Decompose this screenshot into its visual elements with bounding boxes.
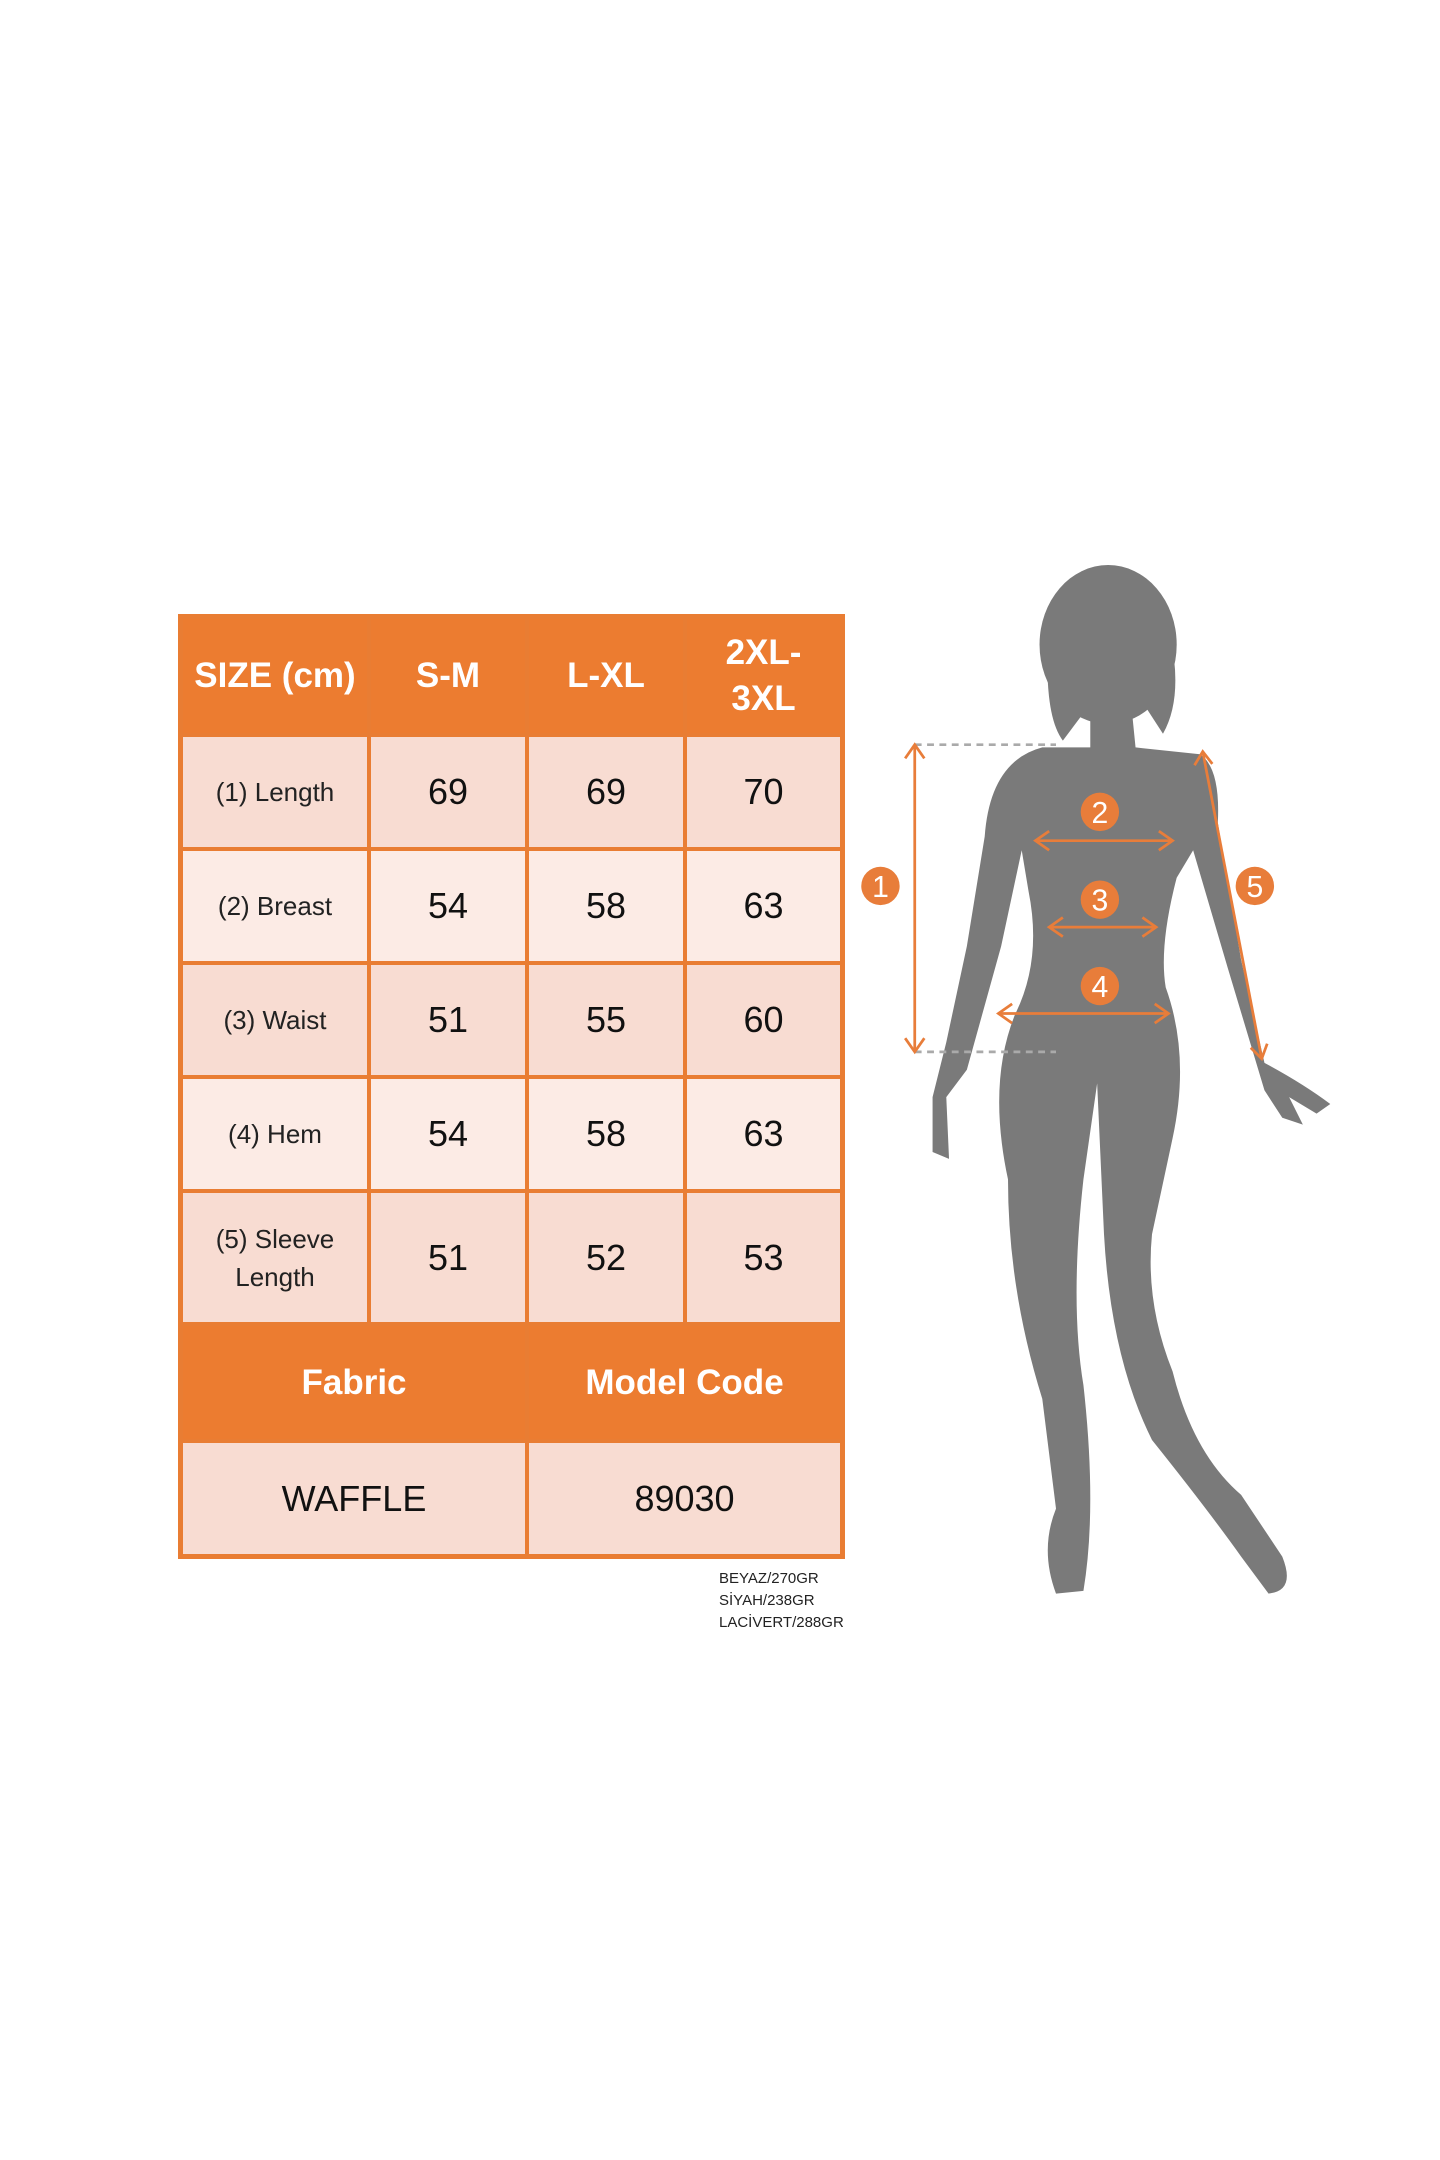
fabric-header: Fabric bbox=[181, 1324, 527, 1441]
row-label: (1) Length bbox=[181, 735, 369, 849]
cell-value: 69 bbox=[527, 735, 685, 849]
marker-4: 4 bbox=[1080, 966, 1120, 1006]
size-chart-table: SIZE (cm) S-M L-XL 2XL-3XL (1) Length 69… bbox=[178, 614, 845, 1559]
header-s-m: S-M bbox=[369, 617, 527, 735]
table-row: (3) Waist 51 55 60 bbox=[181, 963, 842, 1077]
marker-3: 3 bbox=[1080, 880, 1120, 919]
marker-1: 1 bbox=[861, 866, 900, 906]
fabric-value: WAFFLE bbox=[181, 1441, 527, 1556]
marker-label: 4 bbox=[1091, 971, 1108, 1004]
cell-value: 69 bbox=[369, 735, 527, 849]
header-size: SIZE (cm) bbox=[181, 617, 369, 735]
note-line: LACİVERT/288GR bbox=[719, 1614, 844, 1631]
table-row: (1) Length 69 69 70 bbox=[181, 735, 842, 849]
cell-value: 58 bbox=[527, 1077, 685, 1191]
marker-5: 5 bbox=[1235, 866, 1275, 906]
cell-value: 54 bbox=[369, 849, 527, 963]
female-silhouette-icon bbox=[932, 565, 1331, 1594]
cell-value: 54 bbox=[369, 1077, 527, 1191]
cell-value: 60 bbox=[685, 963, 842, 1077]
model-code-header: Model Code bbox=[527, 1324, 842, 1441]
header-2xl-3xl: 2XL-3XL bbox=[685, 617, 842, 735]
row-label: (5) Sleeve Length bbox=[181, 1191, 369, 1324]
marker-2: 2 bbox=[1080, 792, 1120, 832]
marker-label: 1 bbox=[872, 871, 889, 904]
marker-label: 5 bbox=[1246, 871, 1263, 904]
row-label: (2) Breast bbox=[181, 849, 369, 963]
row-label: (3) Waist bbox=[181, 963, 369, 1077]
cell-value: 51 bbox=[369, 1191, 527, 1324]
fabric-row: WAFFLE 89030 bbox=[181, 1441, 842, 1556]
weight-notes: BEYAZ/270GR SİYAH/238GR LACİVERT/288GR bbox=[719, 1568, 844, 1634]
header-l-xl: L-XL bbox=[527, 617, 685, 735]
table-row: (2) Breast 54 58 63 bbox=[181, 849, 842, 963]
note-line: BEYAZ/270GR bbox=[719, 1570, 819, 1587]
cell-value: 70 bbox=[685, 735, 842, 849]
table-header: SIZE (cm) S-M L-XL 2XL-3XL bbox=[181, 617, 842, 735]
row-label: (4) Hem bbox=[181, 1077, 369, 1191]
model-code-value: 89030 bbox=[527, 1441, 842, 1556]
note-line: SİYAH/238GR bbox=[719, 1592, 815, 1609]
marker-label: 2 bbox=[1091, 797, 1108, 830]
cell-value: 52 bbox=[527, 1191, 685, 1324]
table-row: (5) Sleeve Length 51 52 53 bbox=[181, 1191, 842, 1324]
measurement-arrows bbox=[904, 742, 1269, 1062]
cell-value: 63 bbox=[685, 849, 842, 963]
sleeve-arrow bbox=[1201, 751, 1264, 1060]
cell-value: 55 bbox=[527, 963, 685, 1077]
cell-value: 51 bbox=[369, 963, 527, 1077]
marker-label: 3 bbox=[1091, 885, 1108, 918]
fabric-header-row: Fabric Model Code bbox=[181, 1324, 842, 1441]
cell-value: 63 bbox=[685, 1077, 842, 1191]
cell-value: 58 bbox=[527, 849, 685, 963]
cell-value: 53 bbox=[685, 1191, 842, 1324]
table-row: (4) Hem 54 58 63 bbox=[181, 1077, 842, 1191]
